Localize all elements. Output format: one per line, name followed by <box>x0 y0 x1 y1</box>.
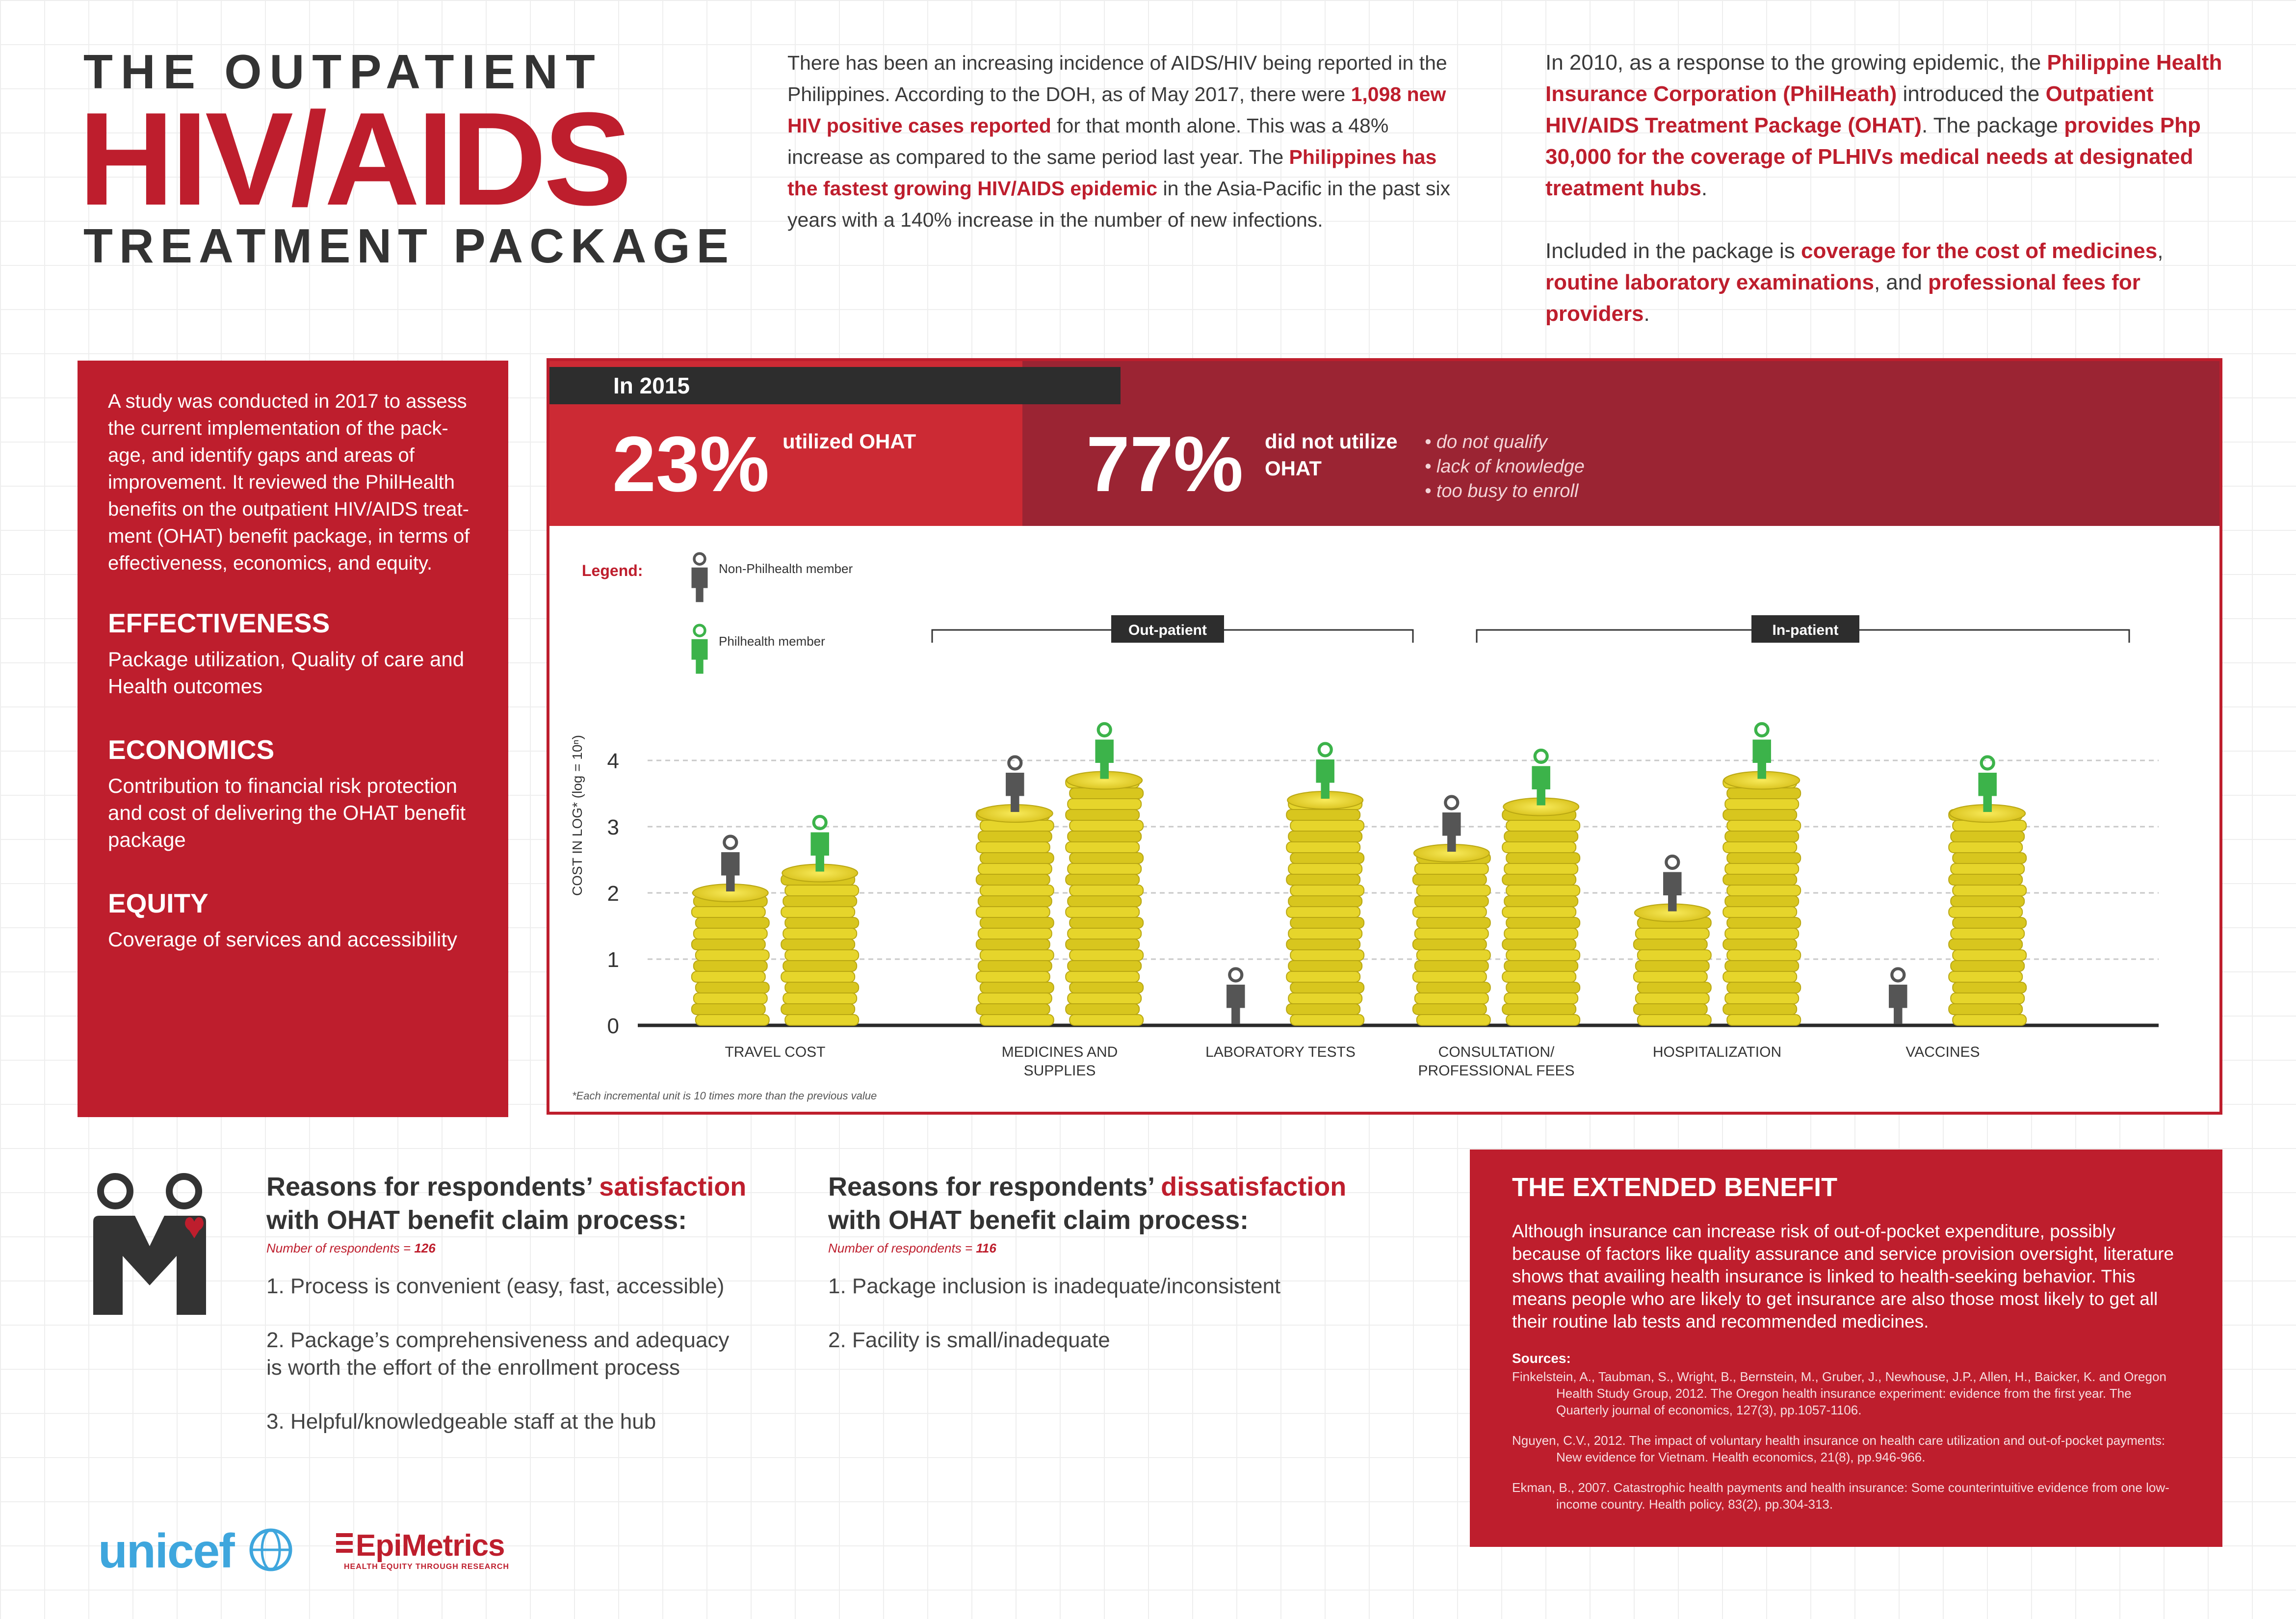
reason-item: • do not qualify <box>1425 432 1547 452</box>
epimetrics-tagline: HEALTH EQUITY THROUGH RESEARCH <box>344 1563 509 1571</box>
x-tick-label: HOSPITALIZATION <box>1653 1044 1781 1060</box>
group-label-outpatient: Out-patient <box>1128 622 1207 638</box>
title-line-3: TREATMENT PACKAGE <box>83 219 735 273</box>
bar-philhealth <box>1065 771 1144 1026</box>
source-item: Nguyen, C.V., 2012. The impact of volunt… <box>1512 1433 2166 1464</box>
y-tick-label: 2 <box>607 882 619 906</box>
y-tick-label: 1 <box>607 948 619 972</box>
satisfaction-section: Reasons for respondents’ satisfaction wi… <box>266 1170 782 1436</box>
philhealth-person-icon <box>1532 748 1550 806</box>
intro-paragraph: There has been an increasing incidence o… <box>787 52 1451 231</box>
title-line-1: THE OUTPATIENT <box>83 45 603 99</box>
bar-philhealth <box>1286 791 1365 1026</box>
source-item: Finkelstein, A., Taubman, S., Wright, B.… <box>1512 1369 2166 1417</box>
bar-non-philhealth <box>1633 903 1712 1026</box>
extended-heading: THE EXTENDED BENEFIT <box>1512 1173 1838 1202</box>
extended-text: Although insurance can increase risk of … <box>1512 1221 2174 1332</box>
cost-chart: Legend: Non-Philhealth member Philhealth… <box>570 552 2159 1079</box>
reason-item: • too busy to enroll <box>1425 481 1579 501</box>
x-tick-label: CONSULTATION/PROFESSIONAL FEES <box>1418 1044 1575 1079</box>
non-philhealth-person-icon <box>1889 967 1907 1024</box>
year-label: In 2015 <box>549 367 1121 404</box>
non-philhealth-person-icon <box>721 835 740 891</box>
y-tick-label: 3 <box>607 815 619 839</box>
y-tick-label: 4 <box>607 749 619 773</box>
non-philhealth-person-icon <box>1442 795 1461 852</box>
bar-philhealth <box>781 863 860 1026</box>
chart-panel: In 2015 23% utilized OHAT 77% did not ut… <box>547 358 2222 1115</box>
dissatisfaction-title: Reasons for respondents’ dissatisfaction… <box>828 1172 1347 1235</box>
effectiveness-text: Package utilization, Quality of care and… <box>108 648 465 698</box>
economics-text: Contribution to financial risk protectio… <box>108 774 466 851</box>
philhealth-person-icon <box>1752 722 1771 779</box>
ohat-intro: In 2010, as a response to the growing ep… <box>1545 51 2222 326</box>
group-label-inpatient: In-patient <box>1773 622 1839 638</box>
utilized-percent: 23% <box>612 420 770 508</box>
philhealth-person-icon <box>1978 755 1997 812</box>
x-tick-label: LABORATORY TESTS <box>1205 1044 1356 1060</box>
bar-philhealth <box>1948 804 2027 1026</box>
y-tick-label: 0 <box>607 1014 619 1038</box>
legend-non-philhealth-icon <box>691 552 708 602</box>
legend-philhealth: Philhealth member <box>719 634 825 649</box>
not-utilized-reasons: • do not qualify • lack of knowledge • t… <box>1425 430 1585 503</box>
extended-benefit-panel: THE EXTENDED BENEFIT Although insurance … <box>1470 1149 2222 1547</box>
satisfaction-title: Reasons for respondents’ satisfaction wi… <box>266 1172 747 1235</box>
dissatisfaction-item-2: 2. Facility is small/inadequate <box>828 1328 1110 1352</box>
non-philhealth-person-icon <box>1663 854 1682 912</box>
globe-icon <box>249 1528 292 1571</box>
legend-title: Legend: <box>582 562 643 579</box>
people-handshake-icon <box>93 1173 206 1315</box>
dissatisfaction-respondents: Number of respondents = 116 <box>828 1241 996 1255</box>
legend-non-philhealth: Non-Philhealth member <box>719 561 853 576</box>
not-utilized-label-2: OHAT <box>1265 457 1322 480</box>
bar-philhealth <box>1502 797 1581 1026</box>
study-description: A study was conducted in 2017 to assess … <box>108 391 470 574</box>
dissatisfaction-item-1: 1. Package inclusion is inadequate/incon… <box>828 1274 1281 1298</box>
sources-label: Sources: <box>1512 1351 1571 1366</box>
bar-non-philhealth <box>1412 844 1491 1026</box>
satisfaction-item-2: 2. Package’s comprehensiveness and adequ… <box>266 1328 730 1380</box>
bar-non-philhealth <box>691 884 770 1026</box>
utilized-label: utilized OHAT <box>783 430 916 453</box>
epimetrics-logo: EpiMetrics HEALTH EQUITY THROUGH RESEARC… <box>336 1528 518 1571</box>
bracket-inpatient-box <box>1751 615 1859 643</box>
satisfaction-item-3: 3. Helpful/knowledgeable staff at the hu… <box>266 1410 656 1434</box>
economics-heading: ECONOMICS <box>108 734 275 765</box>
equity-heading: EQUITY <box>108 888 209 918</box>
x-tick-label: TRAVEL COST <box>725 1044 825 1060</box>
y-axis-label: COST IN LOG* (log = 10ⁿ) <box>570 735 585 896</box>
satisfaction-item-1: 1. Process is convenient (easy, fast, ac… <box>266 1274 725 1298</box>
non-philhealth-person-icon <box>1006 755 1024 812</box>
satisfaction-respondents: Number of respondents = 126 <box>266 1241 436 1255</box>
reason-item: • lack of knowledge <box>1425 456 1585 477</box>
study-panel: A study was conducted in 2017 to assess … <box>78 361 508 1117</box>
x-tick-label: VACCINES <box>1905 1044 1980 1060</box>
philhealth-person-icon <box>1316 742 1334 799</box>
not-utilized-label-1: did not utilize <box>1265 430 1398 453</box>
unicef-logo: unicef <box>98 1523 295 1579</box>
title-line-2: HIV/AIDS <box>78 85 632 233</box>
bracket-outpatient-box <box>1111 615 1224 643</box>
legend-philhealth-icon <box>691 624 708 674</box>
bar-non-philhealth <box>975 804 1054 1026</box>
x-tick-label: MEDICINES AND SUPPLIES <box>1002 1044 1118 1079</box>
chart-footnote: *Each incremental unit is 10 times more … <box>572 1090 877 1102</box>
bar-philhealth <box>1722 771 1801 1026</box>
not-utilized-percent: 77% <box>1086 420 1244 508</box>
dissatisfaction-section: Reasons for respondents’ dissatisfaction… <box>828 1170 1368 1354</box>
philhealth-person-icon <box>810 814 829 872</box>
equity-text: Coverage of services and accessibility <box>108 928 457 951</box>
source-item: Ekman, B., 2007. Catastrophic health pay… <box>1512 1480 2169 1512</box>
non-philhealth-person-icon <box>1226 967 1245 1024</box>
effectiveness-heading: EFFECTIVENESS <box>108 608 330 638</box>
philhealth-person-icon <box>1095 722 1114 779</box>
